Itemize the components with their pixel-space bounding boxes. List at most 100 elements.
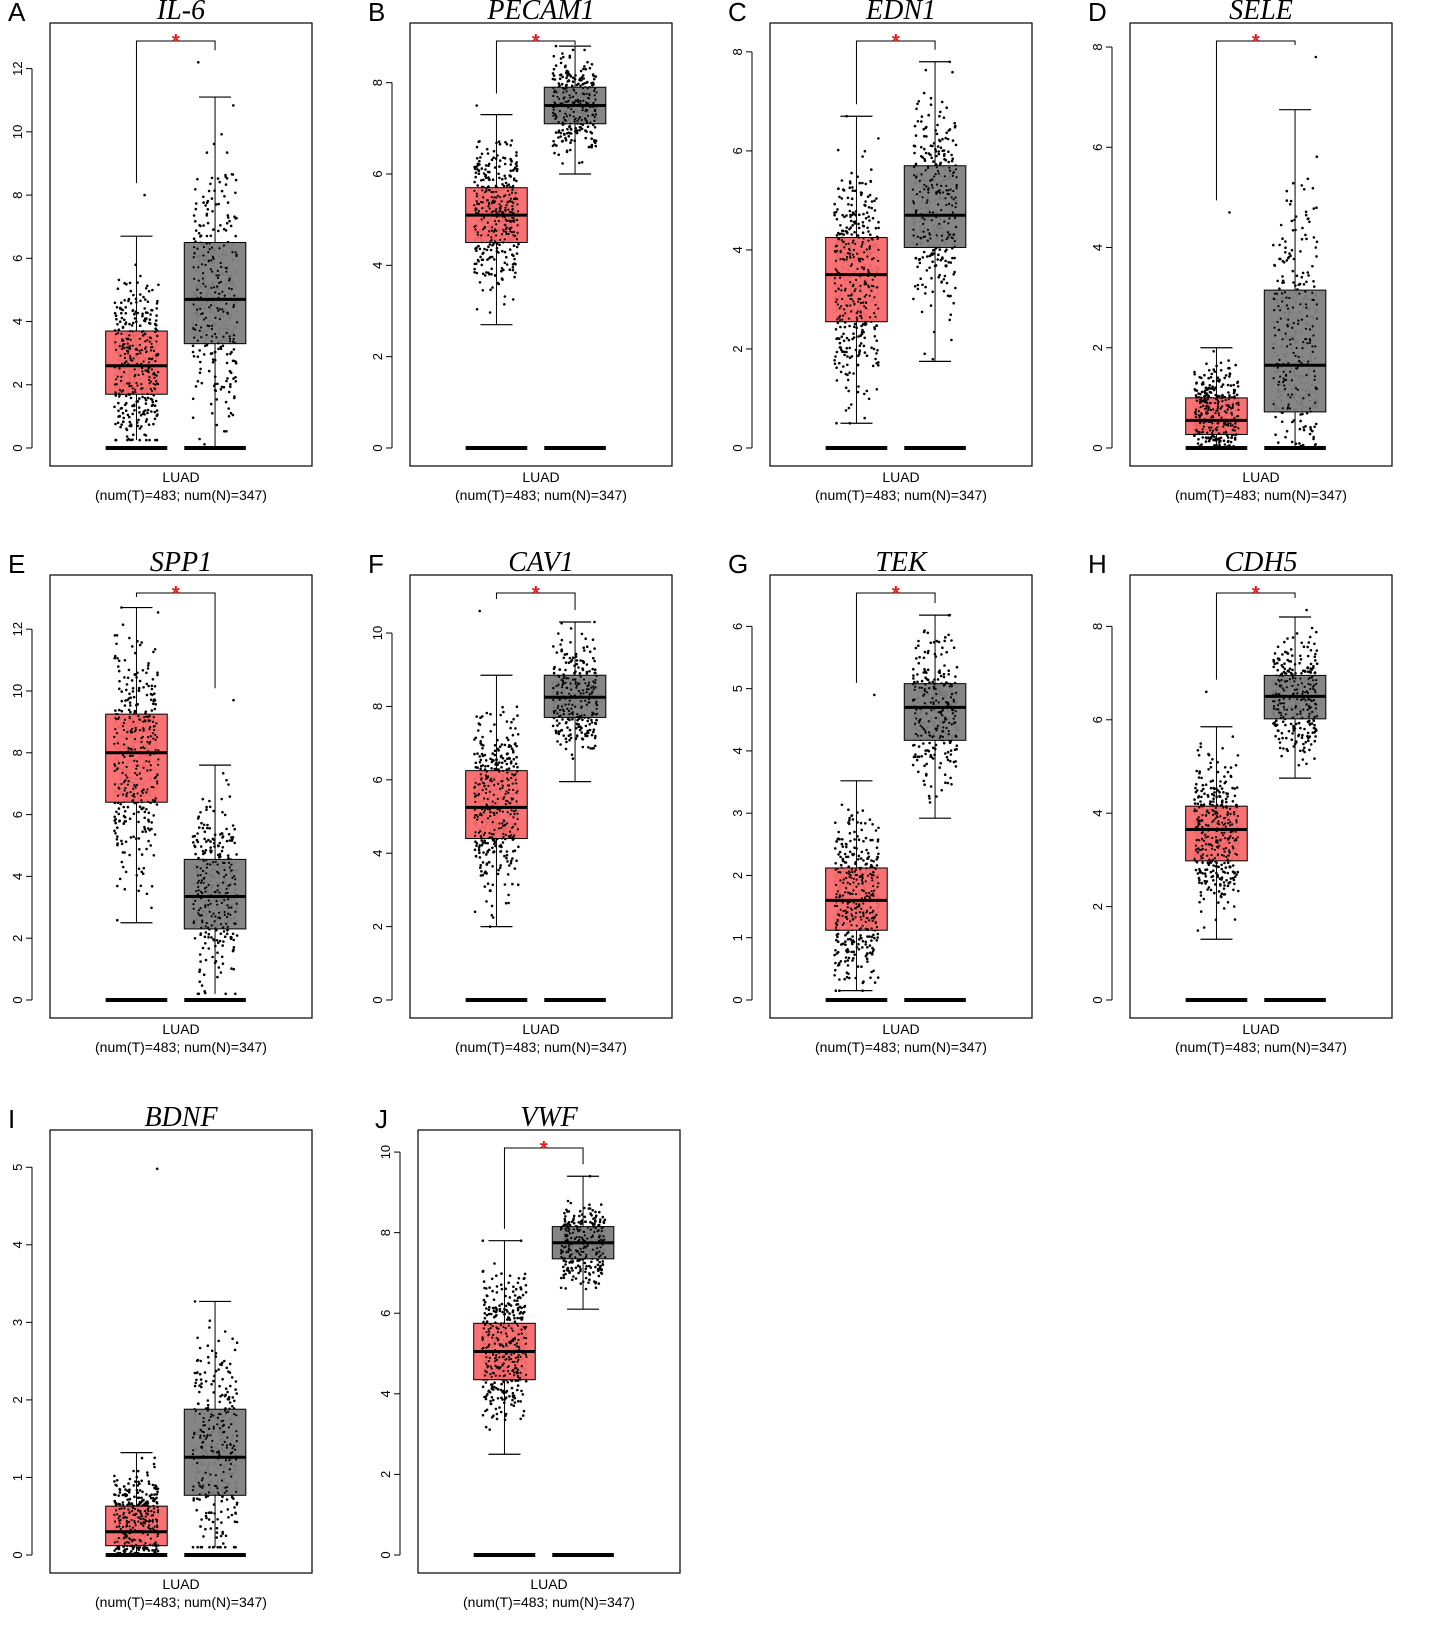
data-point (852, 300, 855, 303)
data-point (493, 241, 496, 244)
data-point (1288, 407, 1292, 410)
data-point (140, 387, 143, 390)
data-point (136, 384, 139, 387)
data-point (206, 208, 210, 211)
data-point (216, 951, 219, 954)
data-point (121, 725, 124, 728)
data-point (230, 173, 234, 176)
data-point (927, 152, 931, 155)
data-point (145, 892, 149, 896)
data-point (552, 108, 555, 111)
data-point (509, 163, 513, 166)
data-point (1230, 436, 1233, 440)
data-point (114, 341, 117, 344)
data-point (918, 261, 922, 265)
data-point (128, 817, 132, 820)
data-point (132, 835, 135, 838)
data-point (1279, 317, 1282, 320)
data-point (138, 679, 142, 683)
data-point (126, 346, 129, 349)
data-point (497, 251, 500, 254)
data-point (864, 301, 868, 304)
data-point (224, 400, 228, 404)
data-point (140, 367, 144, 370)
data-point (198, 371, 202, 375)
data-point (1304, 425, 1307, 428)
data-point (145, 791, 148, 794)
data-point (129, 790, 132, 794)
data-point (863, 280, 866, 283)
data-point (552, 67, 556, 71)
data-point (485, 210, 488, 213)
data-point (150, 885, 154, 888)
data-point (875, 324, 879, 327)
data-point (851, 224, 854, 227)
data-point (493, 258, 496, 261)
data-point (1273, 326, 1276, 329)
data-point (875, 362, 878, 365)
data-point (565, 87, 568, 90)
data-point (125, 765, 128, 769)
data-point (488, 230, 491, 233)
data-point (876, 349, 879, 352)
data-point (192, 237, 196, 240)
y-tick-label: 12 (10, 61, 25, 75)
data-point (1201, 428, 1204, 431)
data-point (216, 276, 220, 279)
data-point (117, 328, 121, 332)
data-point (221, 308, 224, 311)
data-point (194, 220, 197, 223)
data-point (840, 179, 844, 182)
data-point (1305, 237, 1308, 241)
data-point (149, 764, 152, 767)
data-point (228, 839, 232, 842)
data-point (149, 313, 152, 316)
data-point (490, 267, 494, 271)
data-point (913, 151, 916, 155)
data-point (117, 409, 120, 413)
data-point (228, 287, 231, 290)
data-point (121, 771, 124, 775)
data-point (1282, 377, 1285, 380)
data-point (1227, 366, 1230, 370)
data-point (118, 716, 121, 719)
data-point (234, 178, 238, 182)
data-point (473, 180, 476, 184)
significance-bracket (135, 40, 216, 184)
data-point (475, 246, 478, 249)
data-point (1302, 428, 1306, 432)
data-point (568, 125, 571, 129)
data-point (128, 385, 131, 388)
data-point (1205, 407, 1208, 410)
data-point (155, 340, 158, 343)
data-point (1281, 275, 1284, 278)
data-point (1299, 303, 1302, 306)
data-point (485, 271, 488, 274)
data-point (129, 836, 133, 839)
data-point (218, 318, 221, 321)
data-point (1220, 416, 1223, 419)
data-point (126, 776, 129, 779)
data-point (584, 67, 588, 71)
y-tick-label: 10 (10, 684, 25, 698)
data-point (208, 248, 211, 251)
data-point (197, 61, 200, 64)
data-point (491, 255, 494, 259)
data-point (140, 807, 143, 811)
data-point (147, 367, 150, 370)
data-point (133, 784, 136, 788)
data-point (118, 877, 122, 881)
data-point (863, 416, 866, 420)
data-point (156, 299, 159, 303)
data-point (124, 312, 128, 315)
data-point (211, 412, 214, 415)
data-point (1281, 338, 1284, 341)
data-point (499, 207, 502, 210)
data-point (845, 214, 848, 217)
data-point (859, 310, 862, 313)
data-point (114, 818, 117, 821)
data-point (124, 787, 127, 790)
data-point (848, 227, 851, 231)
data-point (480, 167, 484, 170)
data-point (192, 355, 196, 358)
